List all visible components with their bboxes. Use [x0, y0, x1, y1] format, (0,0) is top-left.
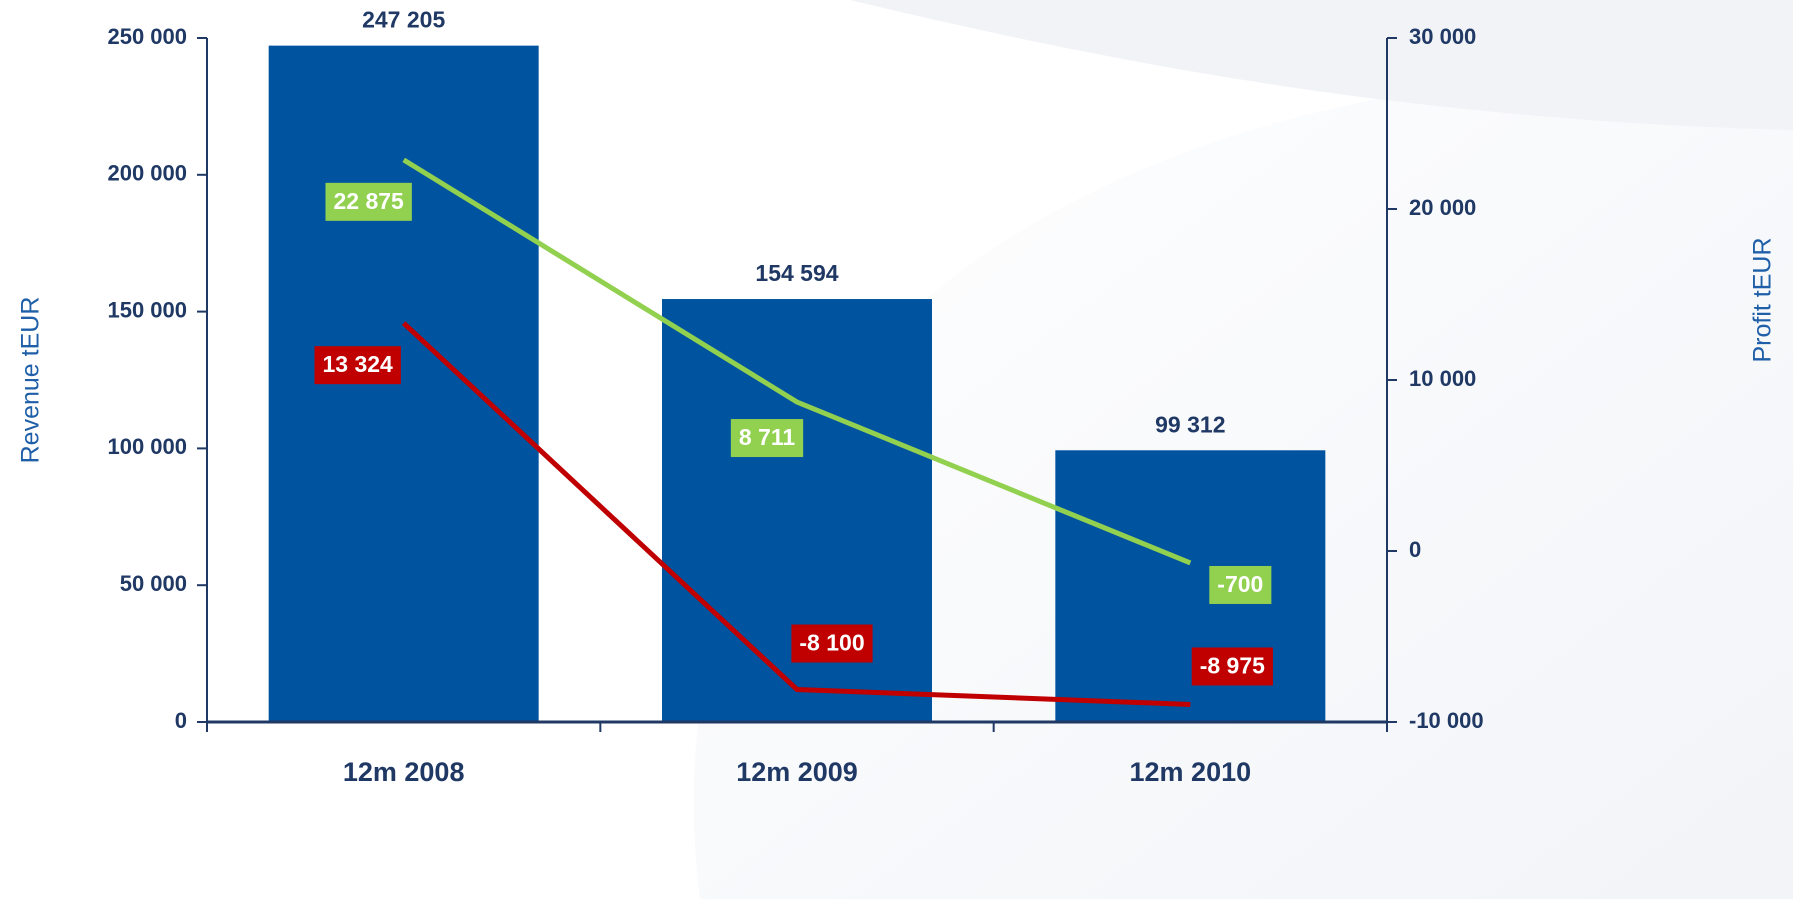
value-label-box [1191, 647, 1273, 686]
y2-tick-label: -10 000 [1409, 708, 1484, 733]
bar-value-label: 247 205 [362, 7, 445, 33]
line-value-label: 22 875 [333, 188, 404, 214]
background-swirl [850, 0, 1793, 130]
value-label-box [325, 182, 412, 221]
y-tick-label: 50 000 [120, 571, 187, 596]
line-value-label: -8 975 [1200, 653, 1265, 679]
bar [1055, 450, 1326, 722]
line-value-label: 13 324 [322, 351, 393, 377]
y-tick-label: 100 000 [107, 434, 187, 459]
value-label-box [1209, 565, 1272, 604]
y-tick-label: 150 000 [107, 297, 187, 322]
y2-tick-label: 30 000 [1409, 24, 1476, 49]
line-value-label: 8 711 [739, 424, 795, 450]
y-tick-label: 250 000 [107, 24, 187, 49]
line-value-label: -8 100 [799, 630, 864, 656]
y2-tick-label: 10 000 [1409, 366, 1476, 391]
y2-tick-label: 20 000 [1409, 195, 1476, 220]
y2-tick-label: 0 [1409, 537, 1421, 562]
y-tick-label: 200 000 [107, 161, 187, 186]
y-axis-title: Revenue tEUR [17, 297, 45, 464]
bar-value-label: 99 312 [1155, 411, 1225, 437]
y-tick-label: 0 [175, 708, 187, 733]
bar [268, 45, 539, 723]
line [401, 321, 1191, 707]
line [402, 157, 1192, 566]
x-tick-label: 12m 2009 [736, 757, 858, 787]
x-tick-label: 12m 2010 [1130, 757, 1252, 787]
value-label-box [730, 419, 804, 458]
y2-axis-title: Profit tEUR [1749, 237, 1777, 362]
x-tick-label: 12m 2008 [343, 757, 465, 787]
bar-value-label: 154 594 [755, 260, 838, 286]
value-label-box [791, 624, 873, 663]
value-label-box [314, 346, 401, 385]
line-value-label: -700 [1217, 571, 1263, 597]
